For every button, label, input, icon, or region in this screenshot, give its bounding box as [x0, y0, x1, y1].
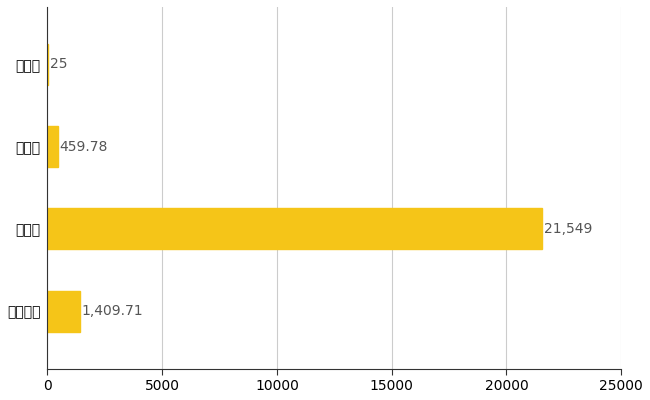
Bar: [47, 126, 58, 167]
Text: 1,409.71: 1,409.71: [82, 304, 143, 318]
Bar: [47, 208, 542, 250]
Bar: [47, 290, 80, 332]
Text: 21,549: 21,549: [544, 222, 592, 236]
Text: 459.78: 459.78: [60, 140, 108, 154]
Text: 25: 25: [50, 58, 68, 72]
